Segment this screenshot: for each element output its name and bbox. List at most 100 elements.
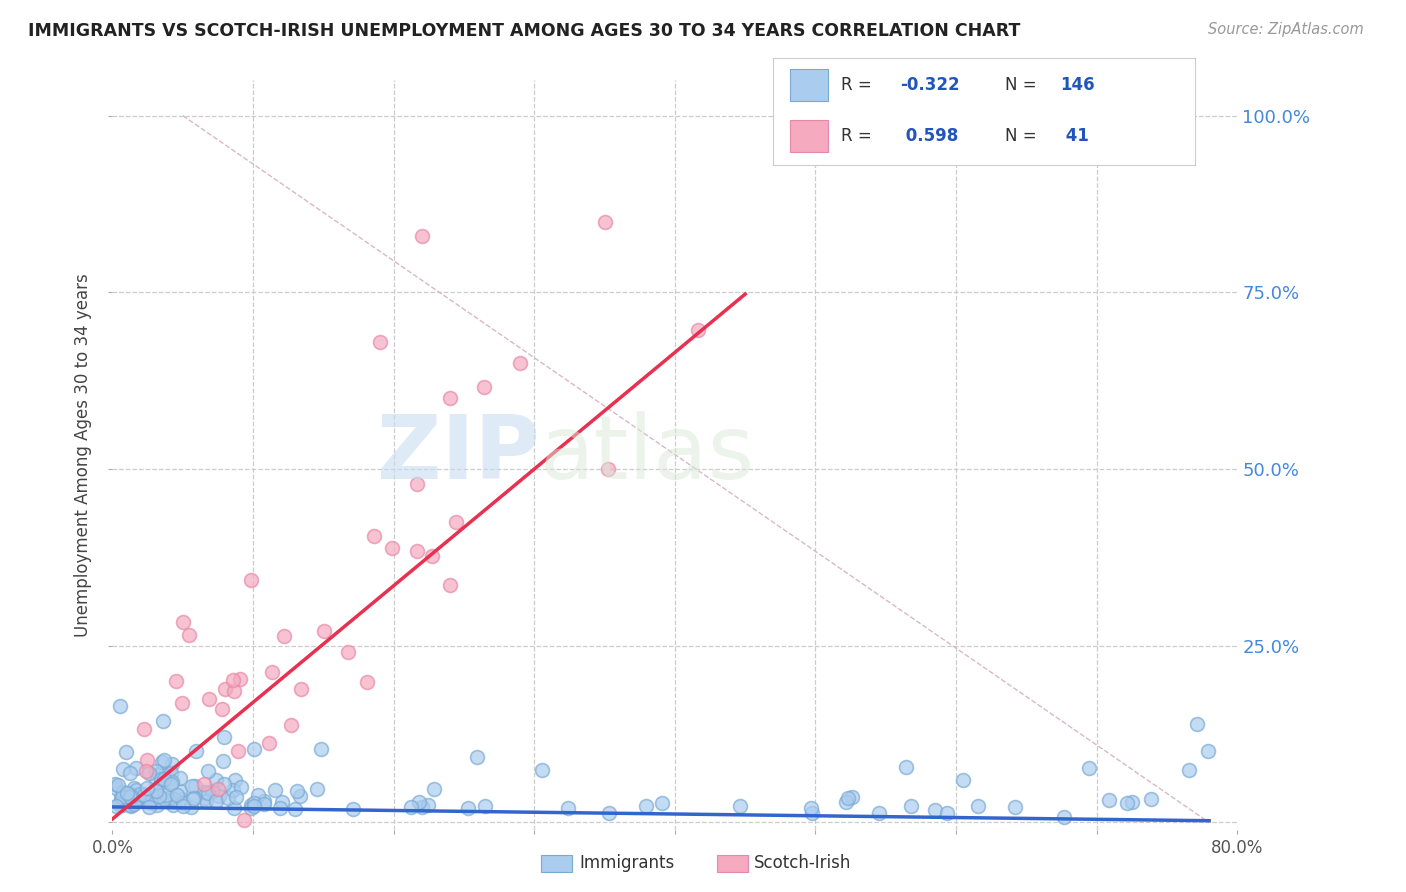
Point [273, 629, 295, 643]
Point [243, 799, 266, 814]
Point [257, 736, 280, 750]
Point [290, 789, 312, 804]
Point [368, 334, 391, 349]
Point [224, 772, 246, 787]
Point [108, 698, 131, 713]
Point [104, 777, 127, 791]
Point [162, 798, 184, 813]
Point [197, 787, 219, 801]
Point [457, 801, 479, 815]
Point [134, 790, 156, 805]
Point [1077, 761, 1099, 775]
Point [472, 380, 495, 394]
Point [159, 777, 181, 791]
Point [309, 742, 332, 756]
Text: atlas: atlas [540, 411, 755, 499]
Point [156, 791, 179, 805]
Point [221, 673, 243, 688]
Point [405, 543, 427, 558]
Point [120, 789, 142, 804]
Point [165, 674, 187, 689]
Point [439, 392, 461, 406]
Y-axis label: Unemployment Among Ages 30 to 34 years: Unemployment Among Ages 30 to 34 years [75, 273, 93, 637]
Text: ZIP: ZIP [377, 411, 540, 499]
Point [356, 675, 378, 690]
Point [686, 323, 709, 337]
Point [312, 624, 335, 639]
Text: 0.598: 0.598 [900, 128, 957, 145]
Point [337, 645, 360, 659]
Text: 146: 146 [1060, 76, 1095, 94]
Point [138, 800, 160, 814]
Text: N =: N = [1005, 128, 1042, 145]
Point [467, 750, 489, 764]
Point [111, 789, 134, 804]
Point [172, 799, 194, 814]
Point [557, 801, 579, 815]
Point [125, 761, 148, 775]
Point [952, 773, 974, 788]
Point [115, 786, 138, 800]
Point [186, 744, 208, 758]
Point [110, 789, 132, 803]
Point [118, 789, 141, 804]
Text: Scotch-Irish: Scotch-Irish [754, 855, 851, 872]
Point [135, 764, 157, 778]
Point [253, 794, 276, 808]
Point [634, 798, 657, 813]
Point [363, 529, 385, 543]
Point [115, 745, 138, 759]
Point [204, 773, 226, 788]
Point [290, 681, 312, 696]
Point [284, 801, 307, 815]
Point [181, 792, 204, 806]
Point [132, 787, 155, 801]
Point [222, 684, 245, 698]
Point [307, 782, 329, 797]
Point [134, 788, 156, 802]
Point [530, 763, 553, 777]
Point [342, 802, 364, 816]
Text: IMMIGRANTS VS SCOTCH-IRISH UNEMPLOYMENT AMONG AGES 30 TO 34 YEARS CORRELATION CH: IMMIGRANTS VS SCOTCH-IRISH UNEMPLOYMENT … [28, 22, 1021, 40]
Point [197, 692, 219, 706]
Point [728, 799, 751, 814]
Point [239, 798, 262, 813]
Point [149, 772, 172, 787]
Point [162, 756, 184, 771]
Point [149, 767, 172, 781]
Text: N =: N = [1005, 76, 1042, 94]
Point [1053, 810, 1076, 824]
Point [107, 778, 129, 792]
Point [111, 797, 134, 812]
Point [381, 541, 404, 555]
Point [172, 696, 194, 710]
Point [837, 790, 859, 805]
Point [509, 356, 531, 370]
Point [225, 790, 247, 805]
Point [122, 797, 145, 811]
Point [163, 792, 186, 806]
Point [229, 672, 252, 686]
Point [197, 764, 219, 779]
Point [966, 799, 988, 814]
Point [217, 791, 239, 805]
Point [111, 796, 134, 810]
Text: Immigrants: Immigrants [579, 855, 675, 872]
Point [900, 798, 922, 813]
Point [112, 762, 135, 776]
Point [212, 730, 235, 744]
Point [193, 777, 215, 791]
Point [157, 794, 180, 808]
Point [145, 784, 167, 798]
Point [1178, 763, 1201, 777]
Point [138, 765, 160, 780]
Point [155, 788, 177, 802]
Point [193, 785, 215, 799]
Point [149, 773, 172, 788]
Point [439, 578, 461, 592]
Point [110, 794, 132, 808]
Point [474, 799, 496, 814]
Point [868, 806, 890, 821]
Point [150, 766, 173, 780]
Point [222, 783, 245, 797]
